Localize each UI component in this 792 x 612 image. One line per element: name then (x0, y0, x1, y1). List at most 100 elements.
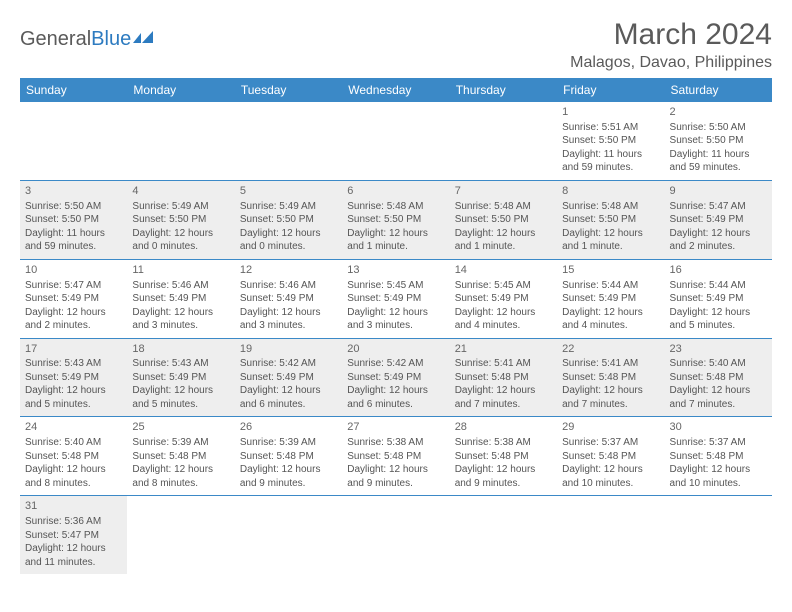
sunrise-text: Sunrise: 5:49 AM (240, 200, 337, 214)
calendar-empty-cell (127, 102, 234, 180)
sunrise-text: Sunrise: 5:47 AM (670, 200, 767, 214)
calendar-empty-cell (127, 496, 234, 574)
sunrise-text: Sunrise: 5:51 AM (562, 121, 659, 135)
day-number: 30 (670, 420, 767, 435)
weekday-header: Saturday (665, 78, 772, 102)
weekday-header: Wednesday (342, 78, 449, 102)
daylight-text: Daylight: 12 hours and 5 minutes. (25, 384, 122, 411)
sunset-text: Sunset: 5:49 PM (347, 292, 444, 306)
sunset-text: Sunset: 5:48 PM (455, 450, 552, 464)
sunrise-text: Sunrise: 5:37 AM (562, 436, 659, 450)
weekday-header: Sunday (20, 78, 127, 102)
day-number: 18 (132, 342, 229, 357)
calendar-week-row: 24Sunrise: 5:40 AMSunset: 5:48 PMDayligh… (20, 417, 772, 496)
calendar-day-cell: 25Sunrise: 5:39 AMSunset: 5:48 PMDayligh… (127, 417, 234, 496)
sunset-text: Sunset: 5:49 PM (132, 371, 229, 385)
daylight-text: Daylight: 12 hours and 8 minutes. (25, 463, 122, 490)
calendar-day-cell: 31Sunrise: 5:36 AMSunset: 5:47 PMDayligh… (20, 496, 127, 574)
calendar-week-row: 10Sunrise: 5:47 AMSunset: 5:49 PMDayligh… (20, 259, 772, 338)
day-number: 14 (455, 263, 552, 278)
calendar-empty-cell (450, 102, 557, 180)
weekday-header-row: SundayMondayTuesdayWednesdayThursdayFrid… (20, 78, 772, 102)
calendar-day-cell: 1Sunrise: 5:51 AMSunset: 5:50 PMDaylight… (557, 102, 664, 180)
day-number: 11 (132, 263, 229, 278)
calendar-week-row: 3Sunrise: 5:50 AMSunset: 5:50 PMDaylight… (20, 180, 772, 259)
calendar-empty-cell (450, 496, 557, 574)
sunrise-text: Sunrise: 5:42 AM (347, 357, 444, 371)
calendar-day-cell: 30Sunrise: 5:37 AMSunset: 5:48 PMDayligh… (665, 417, 772, 496)
sunset-text: Sunset: 5:47 PM (25, 529, 122, 543)
daylight-text: Daylight: 12 hours and 10 minutes. (670, 463, 767, 490)
sunset-text: Sunset: 5:48 PM (455, 371, 552, 385)
calendar-week-row: 1Sunrise: 5:51 AMSunset: 5:50 PMDaylight… (20, 102, 772, 180)
sunrise-text: Sunrise: 5:48 AM (562, 200, 659, 214)
calendar-day-cell: 28Sunrise: 5:38 AMSunset: 5:48 PMDayligh… (450, 417, 557, 496)
sunset-text: Sunset: 5:48 PM (562, 450, 659, 464)
calendar-day-cell: 12Sunrise: 5:46 AMSunset: 5:49 PMDayligh… (235, 259, 342, 338)
day-number: 16 (670, 263, 767, 278)
calendar-day-cell: 11Sunrise: 5:46 AMSunset: 5:49 PMDayligh… (127, 259, 234, 338)
sunset-text: Sunset: 5:50 PM (562, 213, 659, 227)
sunrise-text: Sunrise: 5:44 AM (670, 279, 767, 293)
sunrise-text: Sunrise: 5:43 AM (25, 357, 122, 371)
daylight-text: Daylight: 12 hours and 7 minutes. (562, 384, 659, 411)
sunset-text: Sunset: 5:49 PM (132, 292, 229, 306)
calendar-empty-cell (235, 496, 342, 574)
calendar-empty-cell (665, 496, 772, 574)
calendar-day-cell: 14Sunrise: 5:45 AMSunset: 5:49 PMDayligh… (450, 259, 557, 338)
sunrise-text: Sunrise: 5:38 AM (347, 436, 444, 450)
sunrise-text: Sunrise: 5:48 AM (347, 200, 444, 214)
day-number: 5 (240, 184, 337, 199)
sunset-text: Sunset: 5:50 PM (347, 213, 444, 227)
sunset-text: Sunset: 5:49 PM (455, 292, 552, 306)
logo-text-1: General (20, 28, 91, 51)
calendar-day-cell: 5Sunrise: 5:49 AMSunset: 5:50 PMDaylight… (235, 180, 342, 259)
daylight-text: Daylight: 12 hours and 4 minutes. (562, 306, 659, 333)
sunrise-text: Sunrise: 5:40 AM (25, 436, 122, 450)
daylight-text: Daylight: 12 hours and 6 minutes. (347, 384, 444, 411)
daylight-text: Daylight: 12 hours and 9 minutes. (455, 463, 552, 490)
sunrise-text: Sunrise: 5:36 AM (25, 515, 122, 529)
day-number: 13 (347, 263, 444, 278)
calendar-day-cell: 3Sunrise: 5:50 AMSunset: 5:50 PMDaylight… (20, 180, 127, 259)
sunrise-text: Sunrise: 5:50 AM (25, 200, 122, 214)
day-number: 22 (562, 342, 659, 357)
month-title: March 2024 (570, 18, 772, 52)
calendar-empty-cell (20, 102, 127, 180)
sunset-text: Sunset: 5:50 PM (562, 134, 659, 148)
sunset-text: Sunset: 5:50 PM (25, 213, 122, 227)
daylight-text: Daylight: 11 hours and 59 minutes. (670, 148, 767, 175)
calendar-empty-cell (235, 102, 342, 180)
day-number: 12 (240, 263, 337, 278)
day-number: 9 (670, 184, 767, 199)
day-number: 26 (240, 420, 337, 435)
calendar-day-cell: 15Sunrise: 5:44 AMSunset: 5:49 PMDayligh… (557, 259, 664, 338)
calendar-day-cell: 21Sunrise: 5:41 AMSunset: 5:48 PMDayligh… (450, 338, 557, 417)
daylight-text: Daylight: 12 hours and 0 minutes. (240, 227, 337, 254)
daylight-text: Daylight: 11 hours and 59 minutes. (562, 148, 659, 175)
sunset-text: Sunset: 5:48 PM (562, 371, 659, 385)
sunrise-text: Sunrise: 5:49 AM (132, 200, 229, 214)
sunset-text: Sunset: 5:48 PM (347, 450, 444, 464)
sunrise-text: Sunrise: 5:39 AM (240, 436, 337, 450)
location: Malagos, Davao, Philippines (570, 54, 772, 72)
sunrise-text: Sunrise: 5:37 AM (670, 436, 767, 450)
sunset-text: Sunset: 5:49 PM (670, 213, 767, 227)
logo-flag-icon (133, 31, 155, 45)
day-number: 19 (240, 342, 337, 357)
calendar-day-cell: 13Sunrise: 5:45 AMSunset: 5:49 PMDayligh… (342, 259, 449, 338)
calendar-day-cell: 22Sunrise: 5:41 AMSunset: 5:48 PMDayligh… (557, 338, 664, 417)
day-number: 7 (455, 184, 552, 199)
sunset-text: Sunset: 5:48 PM (240, 450, 337, 464)
calendar-empty-cell (342, 102, 449, 180)
daylight-text: Daylight: 12 hours and 7 minutes. (670, 384, 767, 411)
daylight-text: Daylight: 12 hours and 3 minutes. (240, 306, 337, 333)
day-number: 2 (670, 105, 767, 120)
calendar-week-row: 31Sunrise: 5:36 AMSunset: 5:47 PMDayligh… (20, 496, 772, 574)
daylight-text: Daylight: 11 hours and 59 minutes. (25, 227, 122, 254)
logo-text-2: Blue (91, 28, 131, 51)
sunset-text: Sunset: 5:49 PM (25, 292, 122, 306)
calendar-day-cell: 29Sunrise: 5:37 AMSunset: 5:48 PMDayligh… (557, 417, 664, 496)
sunrise-text: Sunrise: 5:44 AM (562, 279, 659, 293)
header: GeneralBlue March 2024 Malagos, Davao, P… (20, 18, 772, 72)
